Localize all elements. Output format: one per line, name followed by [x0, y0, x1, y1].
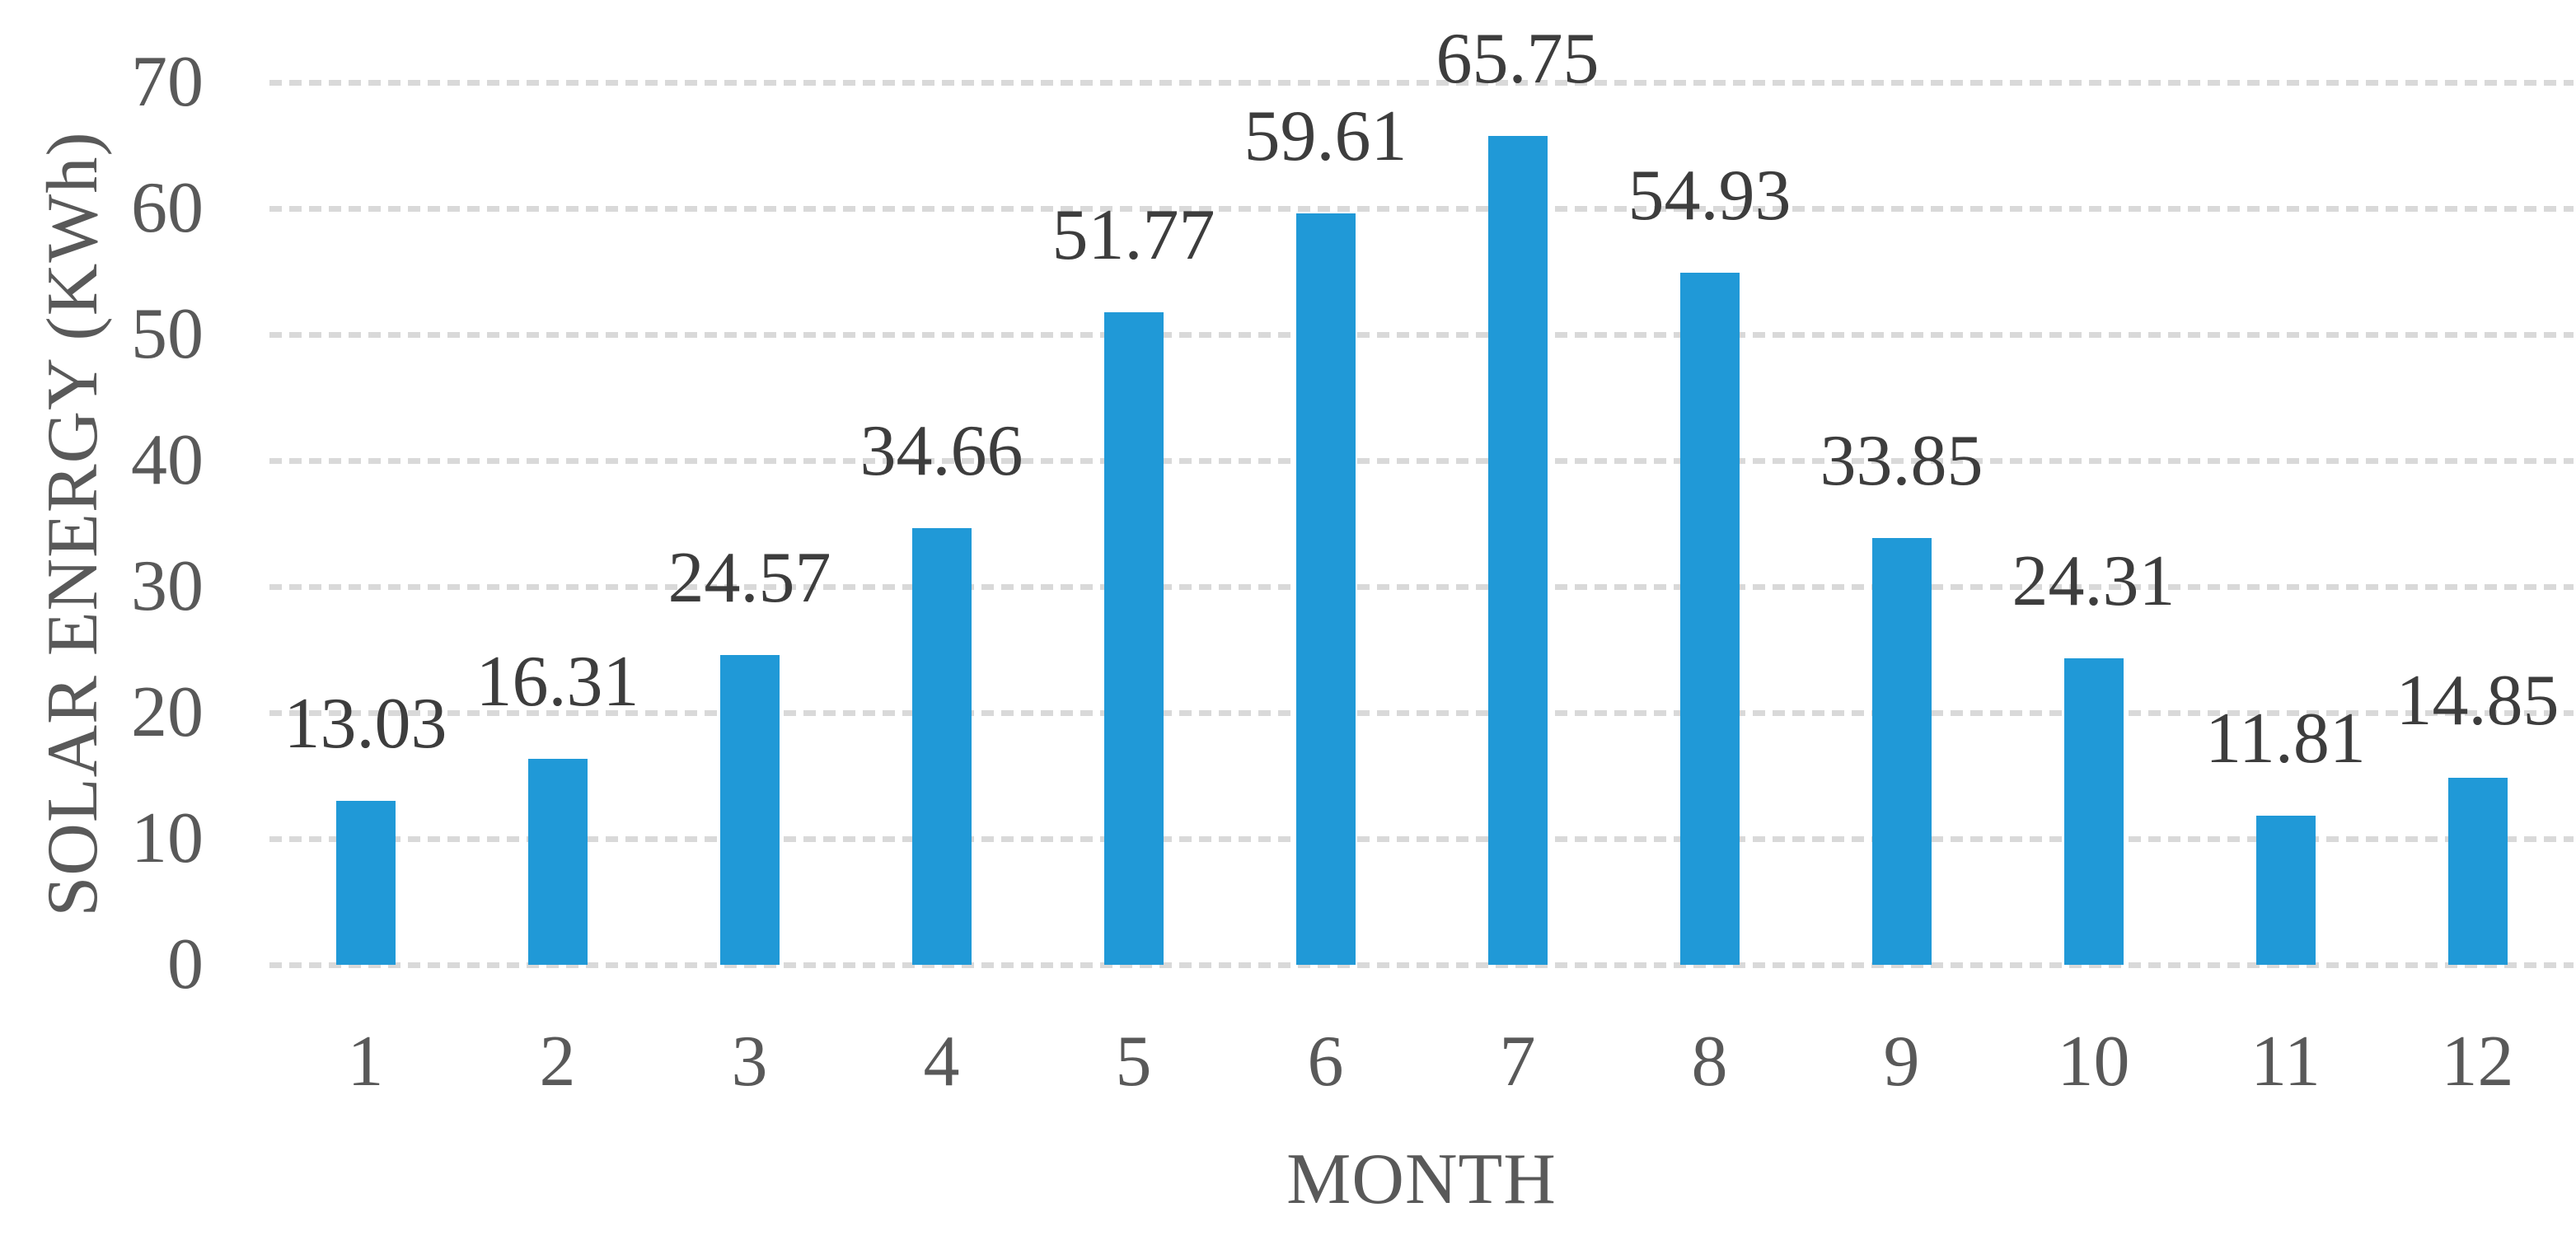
- data-label: 11.81: [2205, 699, 2366, 779]
- x-tick-label: 10: [2057, 1022, 2130, 1102]
- gridline: [269, 206, 2574, 212]
- y-tick-label: 50: [131, 294, 204, 374]
- data-label: 51.77: [1051, 194, 1215, 275]
- data-label: 24.57: [667, 538, 831, 619]
- bar-month-11: [2255, 816, 2316, 965]
- gridline: [269, 80, 2574, 86]
- x-tick-label: 8: [1691, 1022, 1728, 1102]
- gridline: [269, 458, 2574, 464]
- data-label: 13.03: [283, 683, 447, 764]
- bar-month-5: [1103, 311, 1164, 965]
- bar-month-8: [1679, 272, 1740, 965]
- bar-month-7: [1487, 136, 1548, 965]
- y-tick-label: 20: [131, 672, 204, 752]
- bar-month-12: [2447, 777, 2508, 965]
- x-tick-label: 3: [731, 1022, 768, 1102]
- gridline: [269, 332, 2574, 338]
- gridline: [269, 836, 2574, 842]
- y-tick-label: 40: [131, 420, 204, 500]
- bar-month-9: [1871, 538, 1932, 965]
- plot-area: [269, 82, 2574, 965]
- x-tick-label: 11: [2250, 1022, 2321, 1102]
- gridline: [269, 584, 2574, 590]
- data-label: 14.85: [2396, 660, 2560, 741]
- bar-month-4: [911, 527, 972, 965]
- x-tick-label: 5: [1115, 1022, 1152, 1102]
- data-label: 59.61: [1244, 96, 1407, 176]
- y-tick-label: 60: [131, 168, 204, 248]
- data-label: 34.66: [859, 410, 1023, 491]
- bar-month-6: [1295, 213, 1356, 965]
- x-axis-title: MONTH: [1286, 1139, 1557, 1219]
- data-label: 24.31: [2012, 541, 2176, 622]
- gridline: [269, 962, 2574, 968]
- y-tick-label: 0: [167, 924, 204, 1004]
- gridline: [269, 710, 2574, 716]
- y-tick-label: 70: [131, 42, 204, 122]
- bar-month-3: [719, 655, 780, 965]
- y-tick-label: 10: [131, 798, 204, 878]
- data-label: 16.31: [475, 642, 639, 723]
- x-tick-label: 7: [1499, 1022, 1536, 1102]
- data-label: 65.75: [1436, 19, 1599, 100]
- x-tick-label: 9: [1883, 1022, 1920, 1102]
- x-tick-label: 4: [923, 1022, 960, 1102]
- bar-month-10: [2063, 658, 2124, 965]
- bar-month-2: [527, 759, 588, 965]
- bar-month-1: [335, 800, 396, 965]
- x-tick-label: 12: [2441, 1022, 2514, 1102]
- data-label: 54.93: [1628, 155, 1791, 236]
- data-label: 33.85: [1820, 421, 1984, 502]
- x-tick-label: 6: [1307, 1022, 1344, 1102]
- x-tick-label: 2: [539, 1022, 576, 1102]
- x-tick-label: 1: [347, 1022, 384, 1102]
- y-tick-label: 30: [131, 546, 204, 626]
